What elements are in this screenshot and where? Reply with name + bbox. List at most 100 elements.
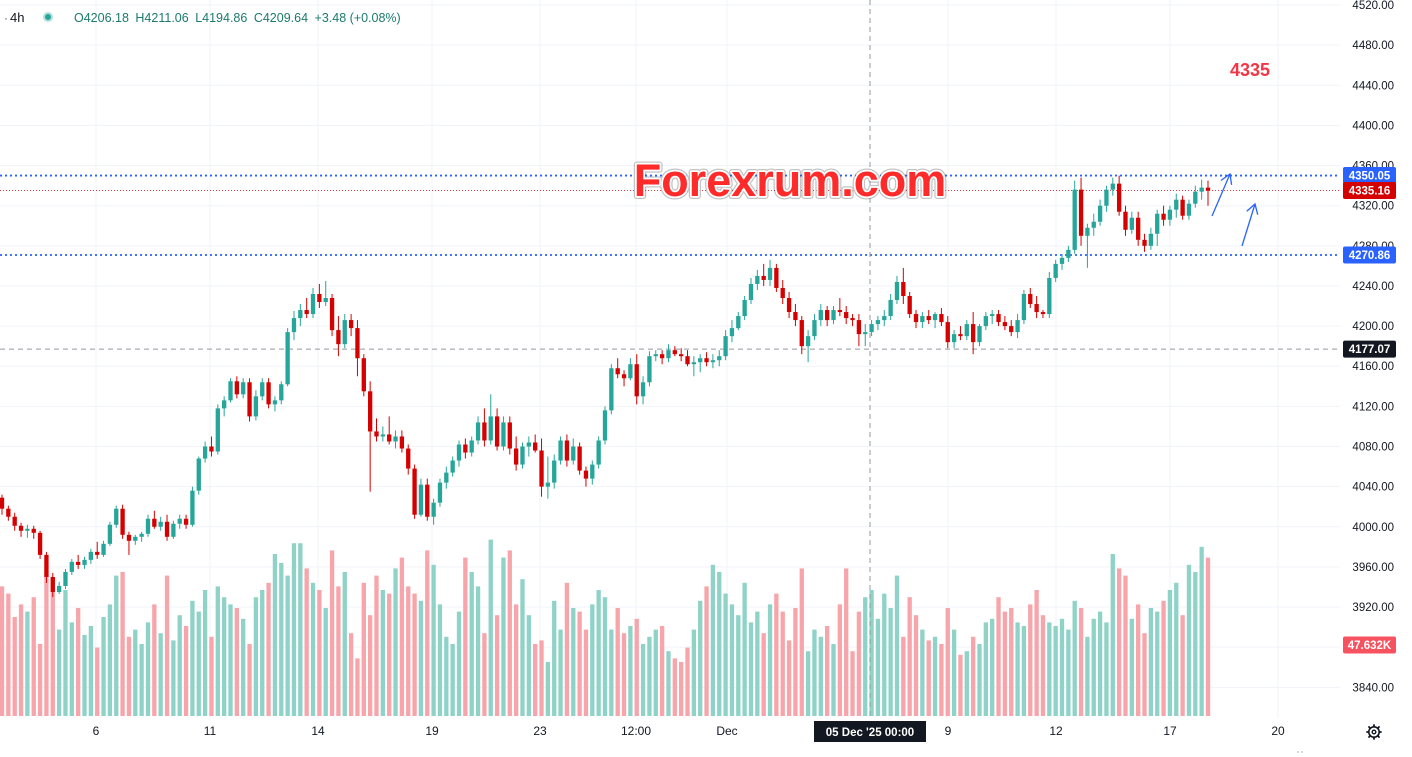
- candle-body: [456, 444, 462, 461]
- candle-body: [609, 368, 614, 411]
- candle: [291, 311, 297, 341]
- volume-bar: [615, 608, 620, 716]
- price-levels: [0, 174, 1340, 256]
- candle: [1015, 314, 1020, 339]
- candle-body: [1002, 322, 1008, 327]
- candle: [926, 310, 931, 325]
- price-tick-label: 4520.00: [1352, 0, 1394, 12]
- volume-bar: [1161, 600, 1166, 716]
- candle: [964, 320, 969, 341]
- candle-body: [672, 350, 677, 355]
- candle-body: [1091, 221, 1096, 228]
- candle: [126, 531, 132, 555]
- volume-bar: [793, 608, 798, 716]
- candle-body: [63, 571, 68, 586]
- volume-bar: [82, 635, 87, 716]
- volume-bar: [1136, 604, 1141, 716]
- candle: [1142, 233, 1147, 252]
- volume-bar: [767, 604, 773, 716]
- candle: [882, 310, 887, 327]
- candle-body: [120, 508, 125, 535]
- price-tick-label: 4200.00: [1352, 321, 1394, 333]
- time-axis[interactable]: 6 11 14 19 23 12:00 Dec 9 12 17 20 05 Dec '25 00:00: [0, 718, 1412, 757]
- candle-body: [875, 320, 881, 325]
- candle: [107, 521, 113, 546]
- volume-bar: [18, 604, 24, 716]
- candle: [380, 426, 386, 442]
- volume-bar: [1123, 575, 1128, 716]
- candle: [37, 530, 43, 559]
- volume-bar: [932, 636, 938, 716]
- volume-bar: [628, 626, 633, 716]
- candle-body: [1110, 183, 1115, 190]
- volume-bar: [1059, 618, 1065, 716]
- volume-bar: [958, 654, 963, 716]
- candle: [755, 269, 760, 290]
- candle: [1104, 185, 1109, 212]
- ohlc-close: C4209.64: [254, 11, 308, 25]
- volume-bar: [761, 633, 766, 716]
- candle-body: [615, 368, 620, 375]
- candle-body: [469, 440, 474, 453]
- candle-body: [260, 382, 265, 397]
- candle: [95, 541, 100, 559]
- price-tick-label: 4040.00: [1352, 482, 1394, 494]
- volume-bar: [698, 600, 703, 716]
- price-axis[interactable]: 4520.004480.004440.004400.004360.004320.…: [1340, 0, 1412, 734]
- volume-bar: [221, 597, 227, 716]
- candle: [799, 316, 804, 355]
- candle-body: [805, 336, 811, 347]
- candle: [0, 494, 5, 515]
- candle: [1097, 199, 1103, 226]
- candle-body: [56, 585, 62, 592]
- candle: [945, 316, 950, 349]
- candle-body: [1072, 189, 1077, 250]
- candle: [88, 548, 94, 564]
- candle-body: [209, 446, 214, 452]
- volume-bar: [1097, 611, 1103, 716]
- ohlc-open: O4206.18: [74, 11, 129, 25]
- candle: [323, 280, 328, 307]
- candle-body: [628, 364, 633, 379]
- candle: [856, 314, 862, 347]
- candle: [1091, 213, 1096, 236]
- volume-bar: [533, 644, 538, 716]
- candle: [748, 277, 754, 305]
- volume-bar: [977, 644, 982, 716]
- candle-body: [818, 310, 823, 321]
- candle: [894, 275, 900, 305]
- volume-bar: [786, 640, 792, 716]
- candle: [488, 394, 493, 445]
- watermark-text: Forexrum.com: [634, 155, 947, 206]
- candle-body: [996, 314, 1001, 323]
- candle-body: [526, 442, 531, 447]
- candle-body: [926, 316, 931, 321]
- volume-bar: [1174, 582, 1179, 716]
- candle: [298, 304, 303, 327]
- candle-body: [939, 314, 944, 323]
- projection-arrow: [1211, 172, 1233, 217]
- volume-bar: [691, 629, 697, 716]
- candle: [1078, 177, 1084, 246]
- volume-bar: [444, 636, 449, 716]
- volume-bar: [704, 586, 709, 716]
- candle: [602, 406, 608, 445]
- settings-gear-icon[interactable]: [1366, 724, 1382, 740]
- volume-bar: [279, 563, 284, 716]
- price-tick-label: 3920.00: [1352, 602, 1394, 614]
- candle: [1116, 175, 1122, 216]
- candle-body: [241, 382, 246, 395]
- candle-body: [780, 287, 785, 299]
- price-tick-label: 4320.00: [1352, 201, 1394, 213]
- candle: [425, 478, 430, 521]
- candle-body: [1148, 233, 1154, 246]
- volume-bar: [596, 590, 601, 716]
- candle-body: [552, 460, 557, 483]
- candle: [913, 310, 919, 329]
- candle: [25, 524, 30, 538]
- candle-body: [698, 358, 703, 363]
- volume-bar: [291, 543, 297, 716]
- candle: [1040, 310, 1046, 319]
